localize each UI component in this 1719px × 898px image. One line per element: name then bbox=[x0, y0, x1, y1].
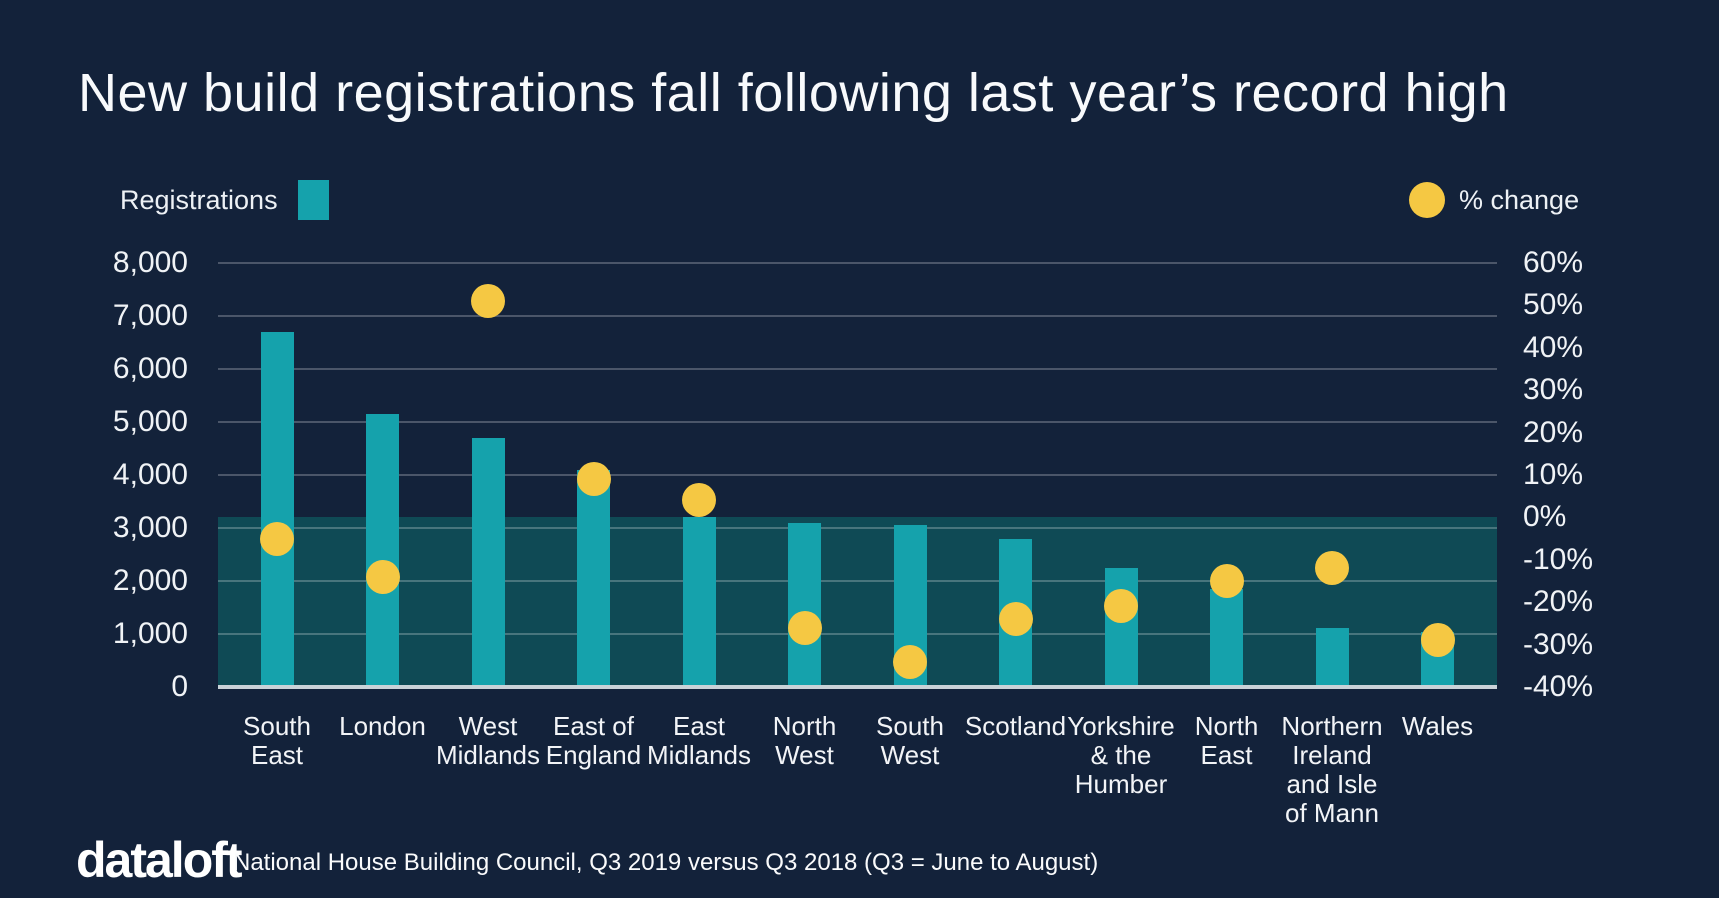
pct-dot-north-west bbox=[787, 610, 822, 645]
pct-dot-north-east bbox=[1209, 564, 1244, 598]
left-axis-tick: 3,000 bbox=[112, 511, 188, 544]
pct-dot-west-midlands bbox=[471, 284, 505, 319]
x-label-london: London bbox=[339, 711, 426, 741]
x-label-north-west: North West bbox=[772, 711, 837, 770]
gridline bbox=[218, 315, 1497, 317]
right-axis-tick: 10% bbox=[1523, 458, 1584, 491]
bar-yorkshire-the-humber bbox=[1104, 567, 1138, 687]
x-label-east-midlands: East Midlands bbox=[646, 711, 752, 770]
bar-west-midlands bbox=[471, 437, 505, 687]
x-label-northern-ireland-and-isle-of-mann: Northern Ireland and Isle of Mann bbox=[1281, 711, 1383, 828]
pct-dot-london bbox=[365, 559, 400, 594]
right-axis-tick: -40% bbox=[1523, 670, 1594, 703]
left-axis-tick: 1,000 bbox=[112, 617, 188, 650]
pct-dot-east-of-england bbox=[576, 462, 611, 497]
right-axis-tick: 50% bbox=[1523, 288, 1584, 322]
gridline bbox=[218, 421, 1497, 423]
x-label-north-east: North East bbox=[1194, 711, 1259, 770]
pct-dot-wales bbox=[1420, 623, 1455, 658]
right-axis-tick: -30% bbox=[1523, 627, 1594, 661]
x-label-yorkshire-the-humber: Yorkshire & the Humber bbox=[1067, 711, 1175, 799]
pct-dot-yorkshire-the-humber bbox=[1104, 589, 1138, 624]
left-axis-tick: 2,000 bbox=[112, 564, 188, 597]
legend-registrations-label: Registrations bbox=[120, 184, 278, 215]
left-axis-tick: 7,000 bbox=[112, 299, 188, 332]
right-axis-tick: 20% bbox=[1523, 415, 1584, 449]
bar-northern-ireland-and-isle-of-mann bbox=[1315, 627, 1349, 687]
source-note: National House Building Council, Q3 2019… bbox=[233, 849, 1099, 876]
left-axis-tick: 4,000 bbox=[112, 458, 188, 491]
right-axis-tick: 0% bbox=[1523, 500, 1567, 534]
bar-south-east bbox=[260, 331, 294, 687]
left-axis-tick: 5,000 bbox=[112, 405, 188, 438]
left-axis-tick: 8,000 bbox=[112, 246, 188, 279]
registrations-swatch-icon bbox=[297, 180, 329, 220]
right-axis-tick: 60% bbox=[1523, 246, 1584, 279]
x-label-east-of-england: East of England bbox=[545, 711, 642, 770]
gridline bbox=[218, 368, 1497, 370]
legend-pct-change: % change bbox=[1409, 165, 1579, 235]
gridline bbox=[218, 474, 1497, 476]
bar-london bbox=[366, 414, 399, 687]
bar-north-west bbox=[788, 522, 821, 687]
pct-change-dot-icon bbox=[1409, 182, 1445, 218]
pct-dot-northern-ireland-and-isle-of-mann bbox=[1315, 551, 1349, 586]
bar-east-of-england bbox=[577, 469, 610, 687]
pct-dot-scotland bbox=[998, 602, 1033, 637]
gridline bbox=[218, 580, 1497, 582]
x-label-south-west: South West bbox=[876, 711, 944, 770]
left-axis-tick: 0 bbox=[171, 670, 188, 703]
legend-registrations: Registrations bbox=[120, 165, 329, 235]
x-label-west-midlands: West Midlands bbox=[435, 711, 541, 770]
dataloft-logo: dataloft bbox=[76, 832, 243, 888]
bar-north-east bbox=[1210, 588, 1243, 687]
right-axis-tick: 30% bbox=[1523, 373, 1584, 407]
gridline bbox=[218, 527, 1497, 529]
x-label-south-east: South East bbox=[243, 711, 311, 770]
gridline bbox=[218, 633, 1497, 635]
x-label-wales: Wales bbox=[1401, 711, 1474, 741]
right-axis-tick: -20% bbox=[1523, 585, 1594, 619]
pct-dot-south-east bbox=[260, 521, 294, 556]
legend-pct-change-label: % change bbox=[1459, 184, 1580, 215]
x-label-scotland: Scotland bbox=[964, 711, 1067, 741]
x-axis-line bbox=[218, 685, 1497, 689]
chart-title: New build registrations fall following l… bbox=[78, 63, 1509, 123]
negative-zone-band bbox=[218, 517, 1497, 687]
bar-east-midlands bbox=[682, 517, 716, 687]
pct-dot-south-west bbox=[893, 644, 927, 679]
right-axis-tick: -10% bbox=[1523, 542, 1594, 576]
right-axis-tick: 40% bbox=[1523, 330, 1584, 364]
left-axis-tick: 6,000 bbox=[112, 352, 188, 385]
pct-dot-east-midlands bbox=[682, 483, 716, 518]
gridline bbox=[218, 262, 1497, 264]
